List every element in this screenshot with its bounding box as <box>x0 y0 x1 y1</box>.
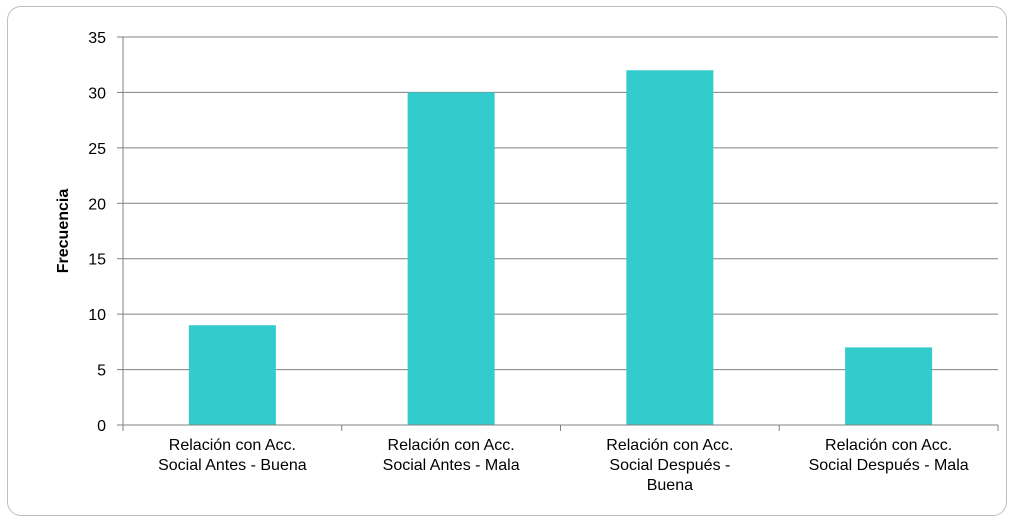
x-category-label: Relación con Acc. Social Antes - Mala <box>383 437 520 474</box>
y-axis-title: Frecuencia <box>55 189 72 274</box>
gridlines <box>123 36 998 371</box>
chart-frame <box>7 6 1007 516</box>
x-category-label: Relación con Acc. Social Después - Mala <box>809 437 969 474</box>
bar <box>407 92 495 425</box>
y-tick-labels: 0 5 10 15 20 25 30 35 <box>88 30 106 435</box>
y-tick-label: 25 <box>88 141 106 158</box>
bar <box>845 347 933 425</box>
y-tick-label: 15 <box>88 252 106 269</box>
bars <box>188 70 933 425</box>
bar <box>188 325 276 425</box>
y-tick-label: 10 <box>88 307 106 324</box>
y-tick-label: 5 <box>97 363 106 380</box>
x-category-label: Relación con Acc. Social Después -Buena <box>606 437 733 494</box>
y-tick-label: 35 <box>88 30 106 47</box>
bar <box>626 70 714 425</box>
x-category-label: Relación con Acc. Social Antes - Buena <box>158 437 307 474</box>
y-tick-label: 20 <box>88 196 106 213</box>
y-tick-label: 30 <box>88 85 106 102</box>
axes <box>117 36 999 431</box>
x-category-labels: Relación con Acc. Social Antes - Buena Rel… <box>158 437 969 494</box>
y-tick-label: 0 <box>97 418 106 435</box>
